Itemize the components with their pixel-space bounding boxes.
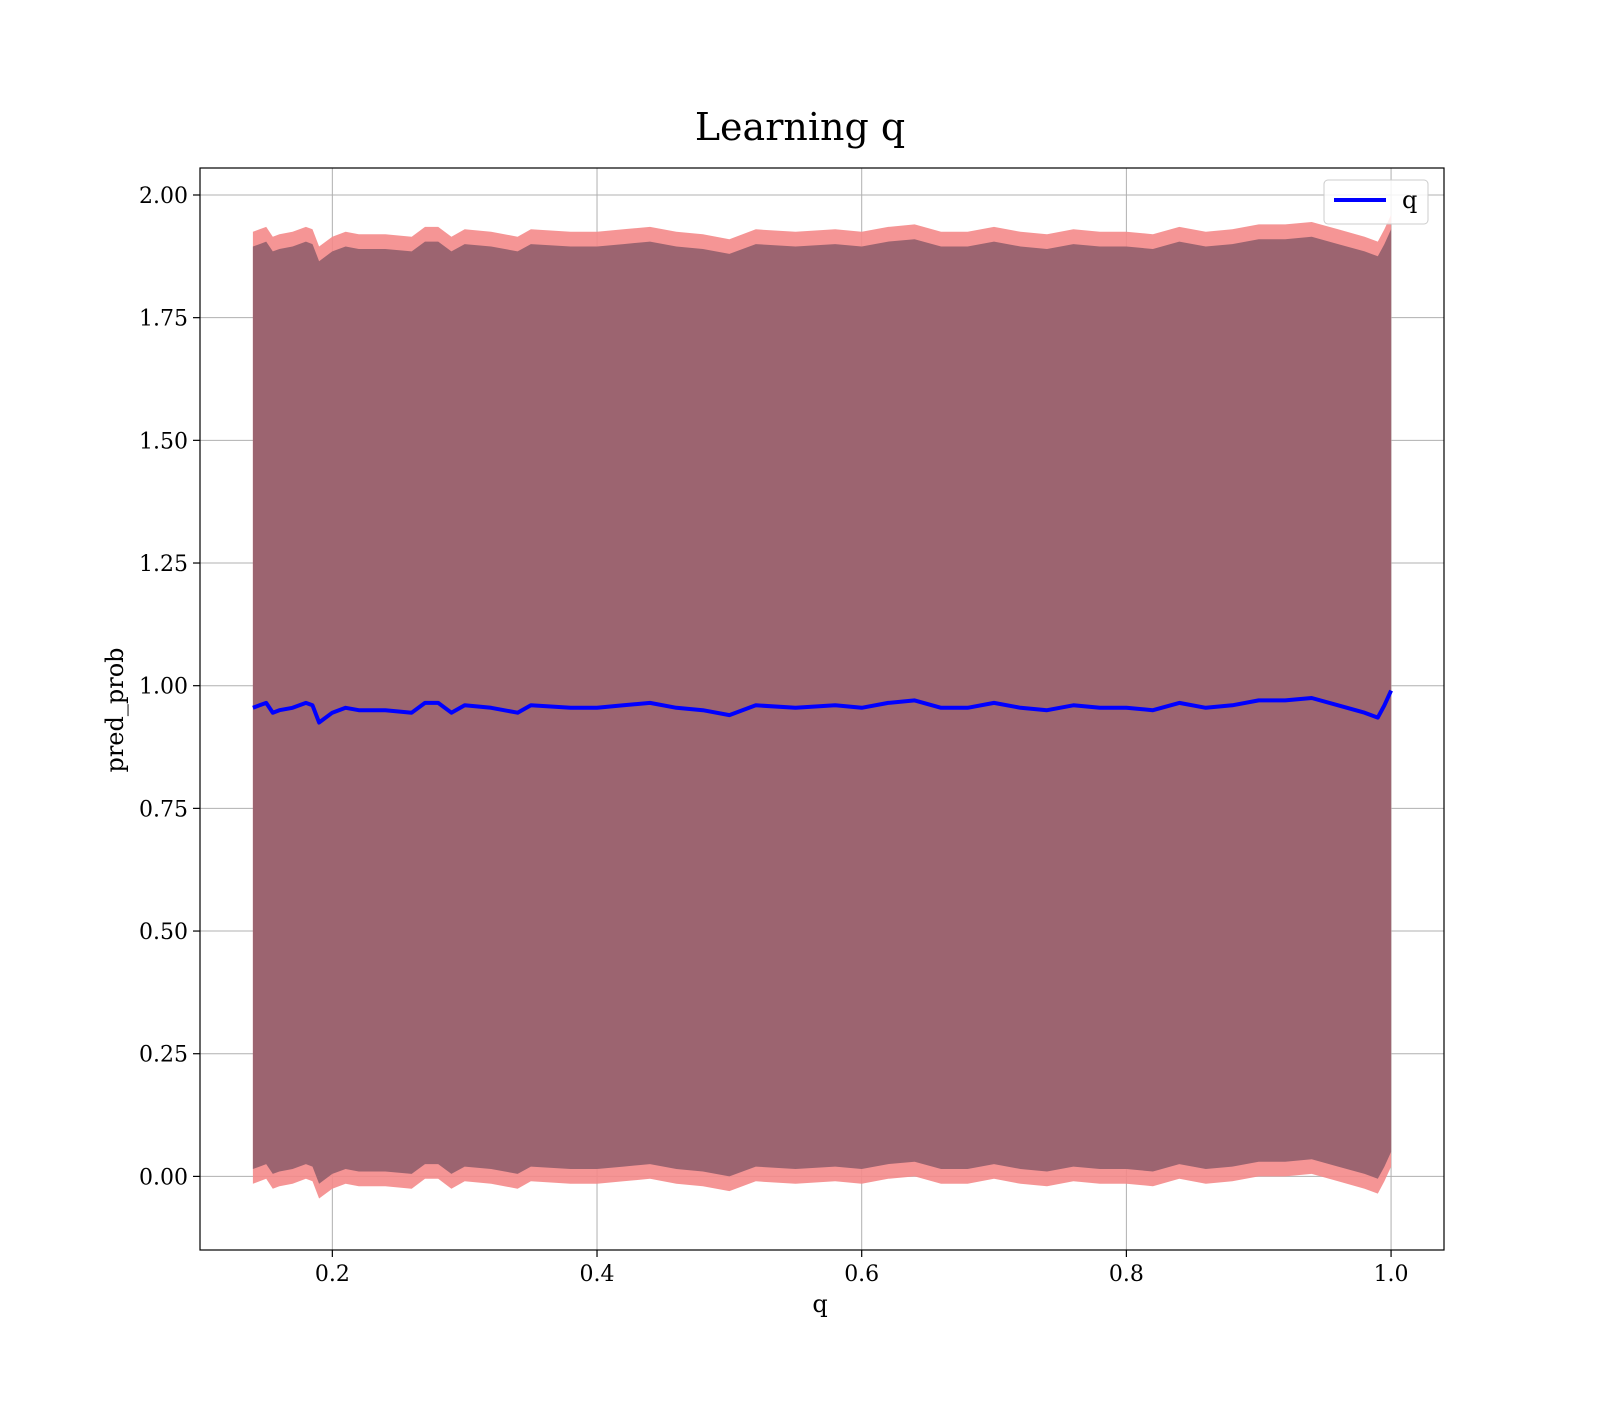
y-tick-label: 0.75 [139, 797, 188, 822]
y-tick-label: 0.25 [139, 1043, 188, 1068]
y-tick-label: 1.75 [139, 307, 188, 332]
y-tick-label: 0.50 [139, 920, 188, 945]
legend-label: q [1402, 186, 1417, 214]
y-axis-label: pred_prob [101, 647, 129, 772]
y-tick-label: 1.25 [139, 552, 188, 577]
y-tick-label: 0.00 [139, 1165, 188, 1190]
legend: q [1323, 179, 1429, 225]
series-line-q [252, 689, 1393, 725]
line-layer [252, 689, 1393, 725]
x-tick-label: 1.0 [1374, 1262, 1409, 1287]
x-tick-label: 0.8 [1109, 1262, 1144, 1287]
y-tick-label: 1.00 [139, 675, 188, 700]
chart-title: Learning q [695, 105, 905, 149]
y-tick-label: 2.00 [139, 184, 188, 209]
x-tick-label: 0.6 [844, 1262, 879, 1287]
x-tick-label: 0.4 [580, 1262, 615, 1287]
x-axis-label: q [812, 1290, 827, 1318]
x-tick-label: 0.2 [315, 1262, 350, 1287]
y-tick-label: 1.50 [139, 429, 188, 454]
ticks: 0.2 0.4 0.6 0.8 1.0 0.00 0.25 0.50 0.75 1.00 1.25 1… [139, 184, 1409, 1287]
plot-frame [199, 167, 1445, 1251]
